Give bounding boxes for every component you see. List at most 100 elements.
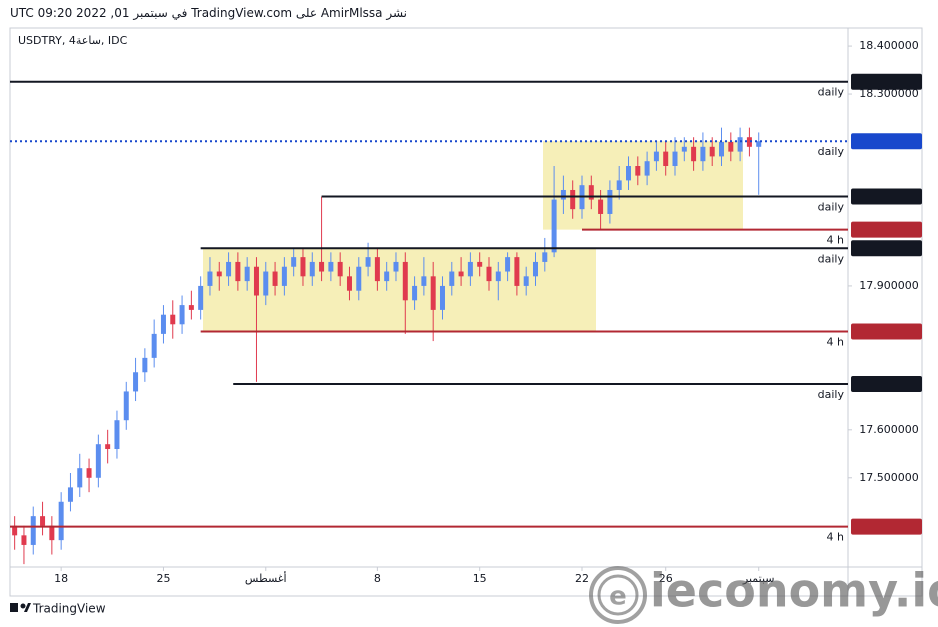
x-tick-label: 18 (54, 572, 68, 585)
candle-body (709, 146, 715, 157)
y-tick-label: 18.300000 (859, 87, 919, 100)
candle-body (728, 142, 734, 152)
candle-body (114, 420, 120, 450)
candle-body (374, 257, 380, 282)
candle-body (123, 391, 129, 421)
y-tick-label: 17.500000 (859, 471, 919, 484)
candle-body (86, 468, 92, 478)
candle-body (188, 305, 194, 310)
candle-body (49, 525, 55, 541)
candle-body (179, 305, 185, 325)
candle-body (160, 314, 166, 334)
candle-body (439, 285, 445, 310)
candle-body (151, 333, 157, 358)
candle-body (105, 444, 111, 450)
candle-body (328, 261, 334, 272)
watermark-logo: e (589, 566, 647, 624)
candle-body (226, 261, 232, 277)
candle-body (95, 444, 101, 478)
candle-body (272, 271, 278, 286)
candle-body (588, 185, 594, 200)
level-note: daily (818, 86, 845, 99)
candle-body (356, 266, 362, 291)
zone (203, 248, 596, 332)
candle-body (77, 468, 83, 488)
candle-body (644, 161, 650, 176)
candle-body (244, 266, 250, 282)
level-price-box (851, 240, 922, 257)
candle-body (263, 271, 269, 296)
plot (10, 80, 848, 565)
candle-body (681, 146, 687, 152)
level-note: 4 h (827, 531, 844, 544)
candle-body (281, 266, 287, 286)
candle-body (672, 151, 678, 166)
candle-body (30, 516, 36, 545)
candle-body (458, 271, 464, 277)
candle-body (430, 276, 436, 310)
candle-body (216, 271, 222, 277)
candle-body (505, 257, 511, 272)
candle-body (346, 276, 352, 291)
zone (543, 141, 743, 230)
level-note: 4 h (827, 335, 844, 348)
candle-body (337, 261, 343, 277)
level-note: daily (818, 388, 845, 401)
candle-body (393, 261, 399, 272)
level-note: 4 h (827, 234, 844, 247)
candle-body (384, 271, 390, 282)
candle-body (542, 252, 548, 262)
candle-body (635, 165, 641, 176)
candle-body (365, 257, 371, 267)
candle-body (291, 257, 297, 267)
level-price-box (851, 375, 922, 392)
x-tick-label: 8 (374, 572, 381, 585)
candle-body (486, 266, 492, 282)
candle-body (700, 146, 706, 162)
frame (9, 27, 923, 597)
x-tick-label: 22 (575, 572, 589, 585)
candle-body (142, 357, 148, 373)
candle-body (198, 285, 204, 310)
candle-body (626, 165, 632, 181)
x-tick-label: 15 (473, 572, 487, 585)
candle-body (449, 271, 455, 286)
level-price-box (851, 518, 922, 535)
y-tick-label: 18.400000 (859, 39, 919, 52)
level-note: daily (818, 252, 845, 265)
candle-body (570, 189, 576, 210)
candle-body (253, 266, 259, 296)
candle-body (133, 372, 139, 392)
symbol: USDTRY, 4ساعة, IDC (18, 34, 128, 47)
candle-body (514, 257, 520, 286)
candle-body (467, 261, 473, 277)
candle-body (477, 261, 483, 267)
level-price-box (851, 133, 922, 150)
candle-body (737, 137, 743, 152)
candle-body (40, 516, 46, 526)
candle-body (560, 189, 566, 200)
level-price-box (851, 221, 922, 238)
candle-body (616, 180, 622, 190)
candle-body (719, 142, 725, 157)
candle-body (319, 261, 325, 272)
level-price-box (851, 188, 922, 205)
footer: TradingView (32, 602, 106, 616)
candle-body (300, 257, 306, 277)
tv-logo (10, 603, 31, 612)
level-note: daily (818, 201, 845, 214)
candle-body (551, 199, 557, 253)
level-price-box (851, 323, 922, 340)
candle-body (235, 261, 241, 282)
x-tick-label: سبتمبر (742, 572, 775, 585)
candle-body (67, 487, 73, 502)
x-tick-label: 26 (659, 572, 673, 585)
candle-body (663, 151, 669, 166)
candle-body (309, 261, 315, 277)
candle-body (412, 285, 418, 301)
svg-text:e: e (609, 582, 627, 612)
candle-body (402, 261, 408, 301)
candle-body (607, 189, 613, 214)
